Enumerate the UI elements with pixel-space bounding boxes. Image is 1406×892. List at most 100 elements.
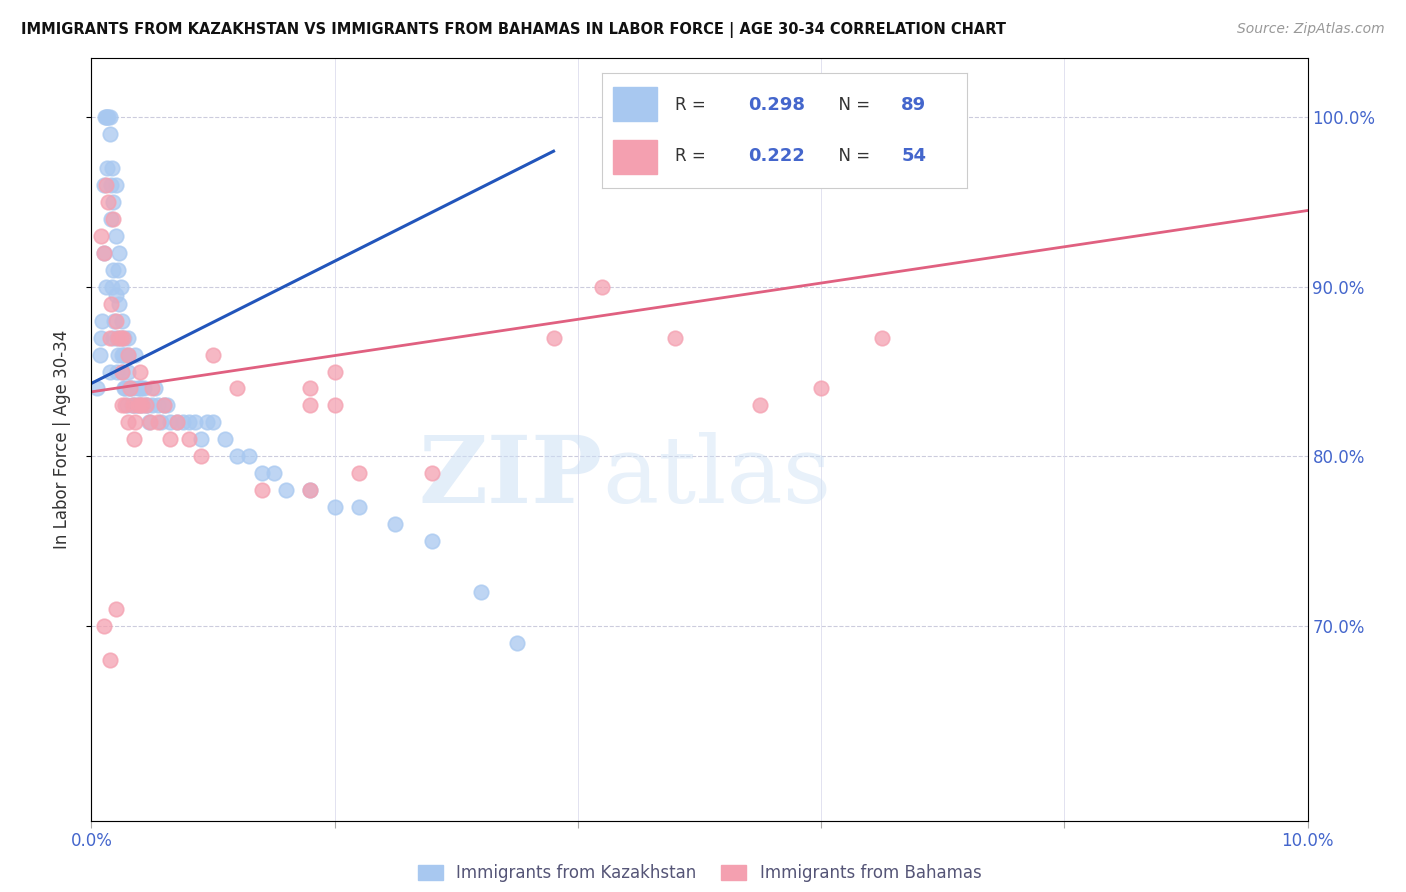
Point [117,331,139,345]
Point [323,500,346,514]
Point [274,483,297,498]
Point [129,382,152,396]
Point [94,111,117,125]
Point [90,331,112,345]
Point [108,296,131,310]
Point [101,280,124,294]
Point [238,449,260,463]
Point [124,347,146,362]
Point [111,347,134,362]
Point [139,416,162,430]
Point [664,331,686,345]
Point [125,398,148,412]
Point [591,280,613,294]
Point [110,280,132,294]
Point [105,331,128,345]
Point [121,398,143,412]
Text: ZIP: ZIP [418,433,602,523]
Point [384,516,406,531]
Point [100,178,122,193]
Text: atlas: atlas [602,433,831,523]
Point [122,432,145,446]
Point [105,365,128,379]
Point [263,466,285,480]
Point [86,382,108,396]
Point [111,365,134,379]
Point [131,398,153,412]
Point [103,262,125,277]
Point [347,466,370,480]
Point [96,161,118,176]
Point [89,347,111,362]
Point [870,331,893,345]
Point [135,398,157,412]
Point [195,416,218,430]
Point [156,398,179,412]
Point [117,347,139,362]
Point [110,331,132,345]
Point [111,398,134,412]
Point [100,296,122,310]
Point [184,416,207,430]
Point [98,653,121,667]
Point [138,416,160,430]
Text: Source: ZipAtlas.com: Source: ZipAtlas.com [1237,22,1385,37]
Point [103,195,125,210]
Point [120,382,142,396]
Point [129,398,152,412]
Point [97,195,120,210]
Point [190,432,212,446]
Point [93,619,115,633]
Point [124,416,146,430]
Point [148,398,170,412]
Point [111,313,134,327]
Point [299,483,322,498]
Point [120,382,142,396]
Point [104,601,127,615]
Point [177,416,200,430]
Point [226,449,249,463]
Point [250,483,273,498]
Point [114,398,136,412]
Point [190,449,212,463]
Point [108,245,131,260]
Point [761,111,783,125]
Point [114,382,136,396]
Point [94,111,117,125]
Point [543,331,565,345]
Point [136,398,159,412]
Point [323,365,346,379]
Point [143,382,166,396]
Point [226,382,249,396]
Point [96,111,118,125]
Point [131,398,153,412]
Point [103,212,125,227]
Point [128,398,150,412]
Point [91,313,114,327]
Point [93,245,115,260]
Point [470,585,492,599]
Y-axis label: In Labor Force | Age 30-34: In Labor Force | Age 30-34 [52,330,70,549]
Point [127,398,149,412]
Point [104,228,127,243]
Point [103,331,125,345]
Point [153,398,176,412]
Point [107,262,129,277]
Point [299,398,322,412]
Point [688,111,710,125]
Point [141,382,163,396]
Point [98,128,121,142]
Point [141,398,163,412]
Point [122,398,145,412]
Point [97,111,120,125]
Point [111,331,134,345]
Point [98,111,121,125]
Point [129,365,152,379]
Point [112,382,135,396]
Point [250,466,273,480]
Point [347,500,370,514]
Point [117,416,139,430]
Point [110,331,132,345]
Point [118,382,141,396]
Point [299,382,322,396]
